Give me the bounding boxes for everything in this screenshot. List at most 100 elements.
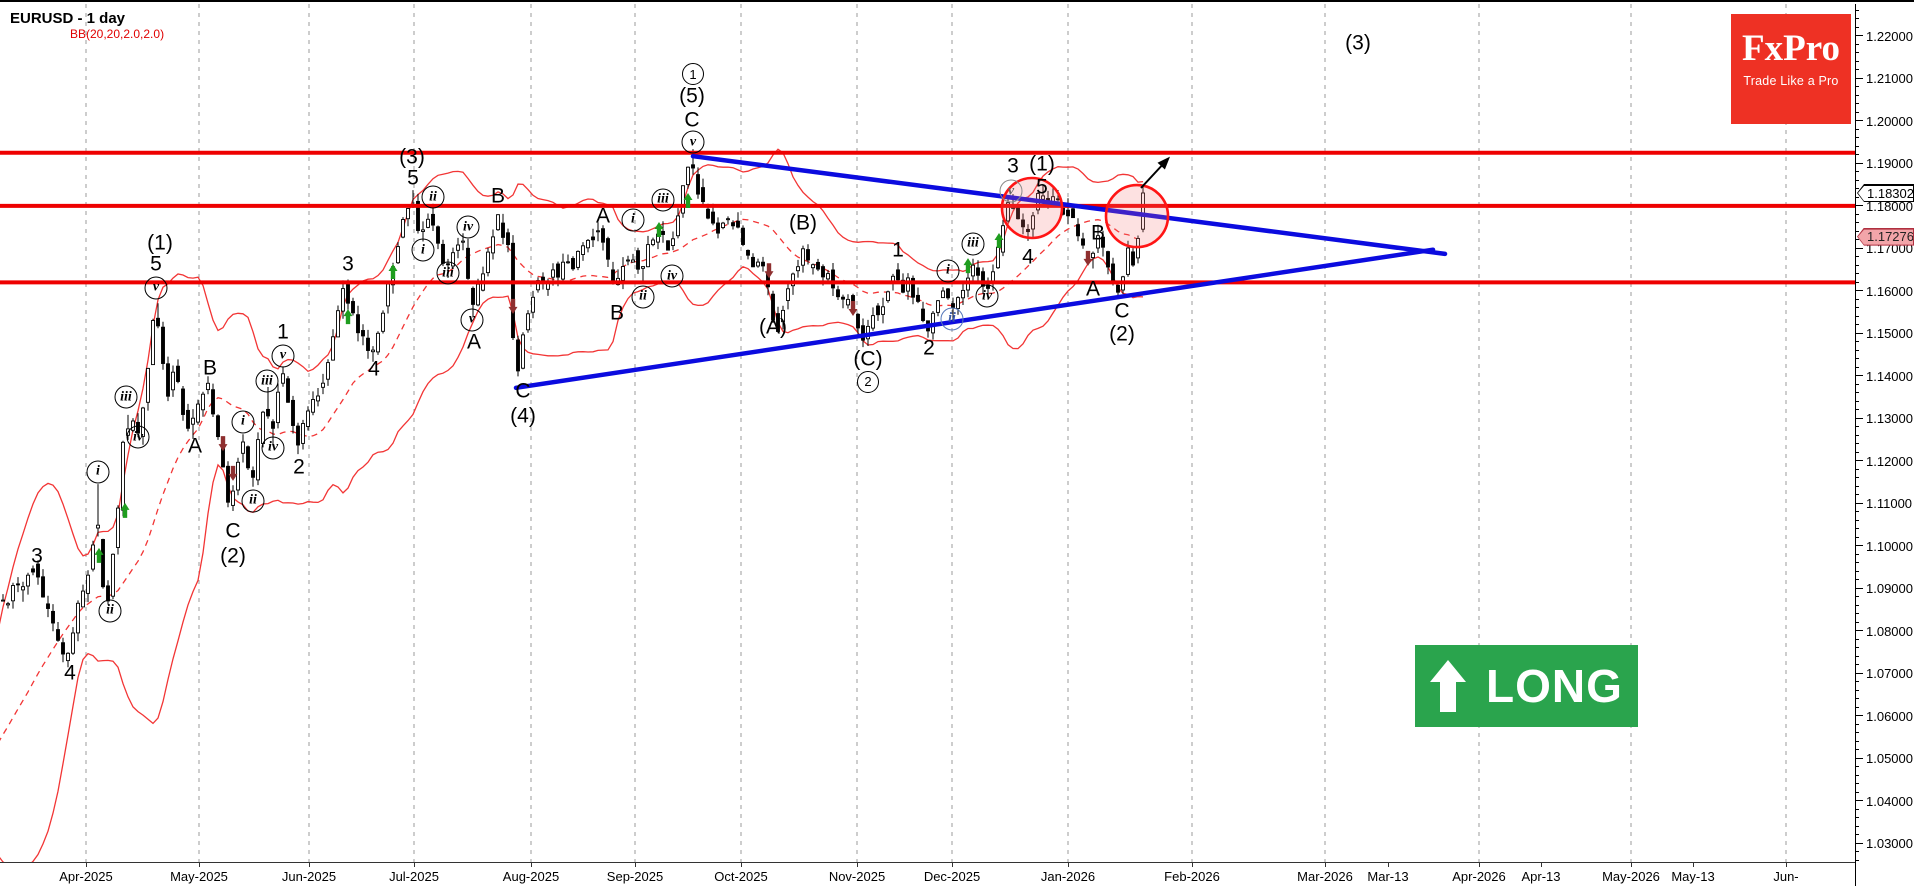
- price-minor-tick: [1856, 689, 1859, 691]
- candle-body: [1116, 284, 1120, 293]
- price-minor-tick: [1856, 732, 1859, 734]
- time-axis-label: Apr-13: [1521, 869, 1561, 884]
- candle-body: [646, 244, 650, 268]
- candle-body: [186, 409, 190, 429]
- price-minor-tick: [1856, 613, 1859, 615]
- candle-body: [191, 417, 195, 425]
- fxpro-tagline: Trade Like a Pro: [1743, 74, 1839, 88]
- time-axis-label: Nov-2025: [828, 869, 886, 884]
- highlight-circle[interactable]: [1104, 183, 1170, 249]
- long-signal-label: LONG: [1486, 660, 1623, 712]
- candle-body: [456, 244, 460, 251]
- price-minor-tick: [1856, 103, 1859, 105]
- price-axis-label: 1.22000: [1866, 28, 1913, 44]
- price-axis-label: 1.07000: [1866, 666, 1913, 682]
- candle-body: [46, 603, 50, 609]
- time-axis-tick: [1479, 863, 1480, 867]
- candle-body: [1006, 202, 1010, 222]
- candle-body: [511, 242, 515, 339]
- candle-body: [331, 336, 335, 361]
- candle-body: [976, 267, 980, 276]
- price-major-tick: [1856, 715, 1863, 717]
- price-major-tick: [1856, 842, 1863, 844]
- candle-body: [936, 300, 940, 313]
- buy-arrow-icon: [94, 547, 104, 563]
- candle-body: [436, 226, 440, 244]
- price-minor-tick: [1856, 774, 1859, 776]
- projection-arrow-head: [1157, 156, 1170, 170]
- price-minor-tick: [1856, 358, 1859, 360]
- fxpro-logo-text: FxPro: [1742, 28, 1840, 69]
- price-minor-tick: [1856, 9, 1859, 11]
- price-minor-tick: [1856, 706, 1859, 708]
- candle-body: [1091, 252, 1095, 259]
- highlight-circle[interactable]: [1000, 176, 1064, 240]
- candle-body: [501, 222, 505, 238]
- candle-body: [11, 585, 15, 602]
- candle-body: [86, 574, 90, 594]
- price-minor-tick: [1856, 409, 1859, 411]
- candle-body: [706, 208, 710, 219]
- price-major-tick: [1856, 460, 1863, 462]
- candle-body: [606, 238, 610, 260]
- trendline[interactable]: [513, 247, 1436, 391]
- candle-body: [986, 284, 990, 289]
- candle-body: [51, 610, 55, 624]
- price-axis[interactable]: 1.22000 1.21000 1.20000 1.19000 1.18000 1.170…: [1855, 4, 1914, 862]
- price-minor-tick: [1856, 366, 1859, 368]
- up-arrow-icon: [1430, 660, 1467, 712]
- candle-body: [381, 312, 385, 332]
- buy-arrow-icon: [683, 193, 693, 209]
- candle-body: [801, 248, 805, 266]
- price-major-tick: [1856, 205, 1863, 207]
- candle-body: [886, 291, 890, 302]
- candlestick-chart[interactable]: [0, 4, 1855, 862]
- price-major-tick: [1856, 630, 1863, 632]
- price-major-tick: [1856, 77, 1863, 79]
- time-axis-tick: [86, 863, 87, 867]
- price-minor-tick: [1856, 349, 1859, 351]
- bollinger-lower-band[interactable]: [0, 256, 1144, 862]
- candle-body: [686, 166, 690, 186]
- buy-arrow-icon: [120, 502, 130, 518]
- candle-body: [871, 315, 875, 329]
- candle-body: [1096, 235, 1100, 249]
- candle-body: [1081, 238, 1085, 246]
- current-price-tag: 1.17276: [1857, 227, 1914, 246]
- time-axis-tick: [1786, 863, 1787, 867]
- price-major-tick: [1856, 162, 1863, 164]
- candle-body: [296, 425, 300, 446]
- candle-body: [816, 261, 820, 270]
- projection-arrow-line[interactable]: [1140, 161, 1166, 189]
- candle-body: [676, 215, 680, 237]
- candle-body: [466, 247, 470, 279]
- price-minor-tick: [1856, 273, 1859, 275]
- time-axis-label: Oct-2025: [714, 869, 768, 884]
- price-minor-tick: [1856, 825, 1859, 827]
- candle-body: [306, 410, 310, 427]
- candle-body: [736, 220, 740, 228]
- candle-body: [621, 266, 625, 281]
- price-minor-tick: [1856, 128, 1859, 130]
- price-minor-tick: [1856, 154, 1859, 156]
- candle-body: [811, 264, 815, 269]
- candle-body: [836, 289, 840, 298]
- price-minor-tick: [1856, 341, 1859, 343]
- price-minor-tick: [1856, 188, 1859, 190]
- candle-body: [406, 208, 410, 220]
- candle-body: [571, 258, 575, 270]
- candle-body: [156, 317, 160, 327]
- candle-body: [721, 222, 725, 229]
- candle-body: [266, 408, 270, 417]
- candle-body: [751, 256, 755, 268]
- trendline[interactable]: [690, 153, 1448, 257]
- price-minor-tick: [1856, 536, 1859, 538]
- candle-body: [861, 325, 865, 341]
- candle-body: [626, 259, 630, 262]
- price-minor-tick: [1856, 485, 1859, 487]
- candle-body: [996, 246, 1000, 269]
- candle-body: [1031, 215, 1035, 230]
- time-axis[interactable]: Apr-2025 May-2025 Jun-2025 Jul-2025 Aug-2025…: [0, 862, 1855, 886]
- candle-body: [491, 236, 495, 254]
